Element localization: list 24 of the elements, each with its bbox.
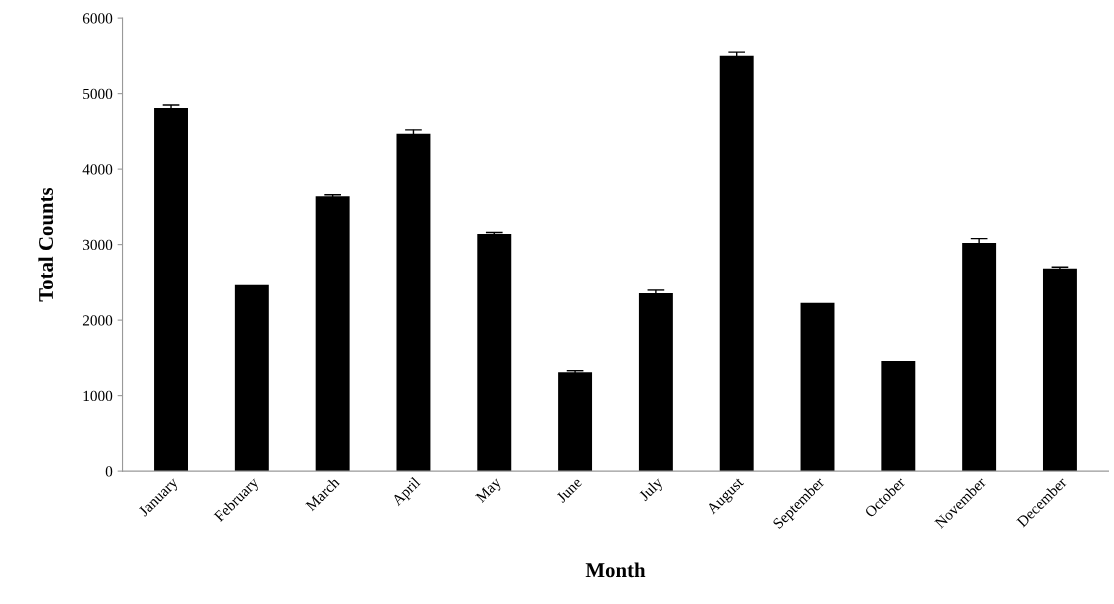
- y-tick-label: 4000: [82, 164, 113, 175]
- bar: [962, 243, 997, 472]
- x-tick-label: July: [638, 476, 666, 504]
- bar: [800, 302, 835, 472]
- y-tick-label: 3000: [82, 239, 113, 251]
- bar: [558, 372, 593, 472]
- bar: [154, 107, 188, 472]
- bar: [881, 360, 916, 472]
- x-tick-label: June: [555, 476, 583, 504]
- bar: [234, 284, 269, 472]
- bar: [638, 292, 673, 472]
- bar: [719, 55, 754, 472]
- y-tick-label: 5000: [83, 88, 113, 100]
- y-tick-label: 0: [105, 466, 113, 477]
- bar: [315, 196, 350, 472]
- y-axis-title: Total Counts: [38, 187, 54, 302]
- y-tick-label: 1000: [83, 390, 113, 402]
- bar: [396, 133, 431, 472]
- bar: [477, 234, 512, 472]
- y-tick-label: 6000: [82, 13, 113, 24]
- y-tick-label: 2000: [82, 315, 113, 326]
- x-tick-label: May: [475, 476, 505, 506]
- x-axis-title: Month: [585, 562, 646, 578]
- bar: [1042, 268, 1077, 472]
